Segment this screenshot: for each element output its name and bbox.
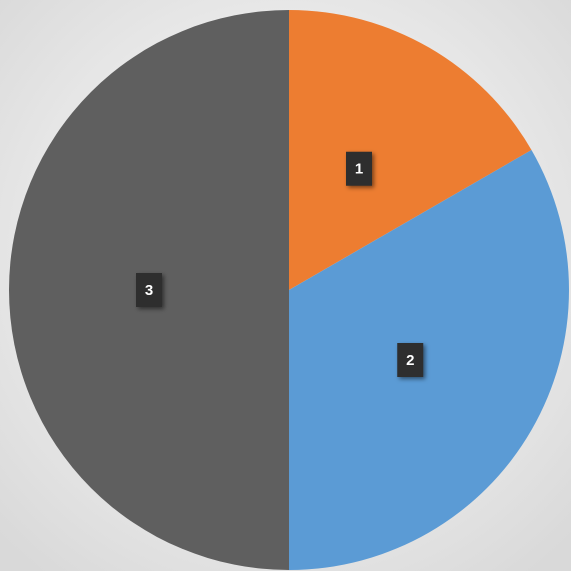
pie-slice <box>289 10 532 290</box>
data-label: 3 <box>145 282 153 299</box>
pie-slice <box>289 150 570 570</box>
data-label-box <box>346 151 372 186</box>
data-label: 2 <box>406 352 414 369</box>
pie <box>9 10 570 570</box>
data-label-box <box>397 343 424 377</box>
data-label: 1 <box>355 161 363 178</box>
data-labels: 1 2 3 <box>136 151 424 377</box>
data-label-box <box>136 273 162 307</box>
